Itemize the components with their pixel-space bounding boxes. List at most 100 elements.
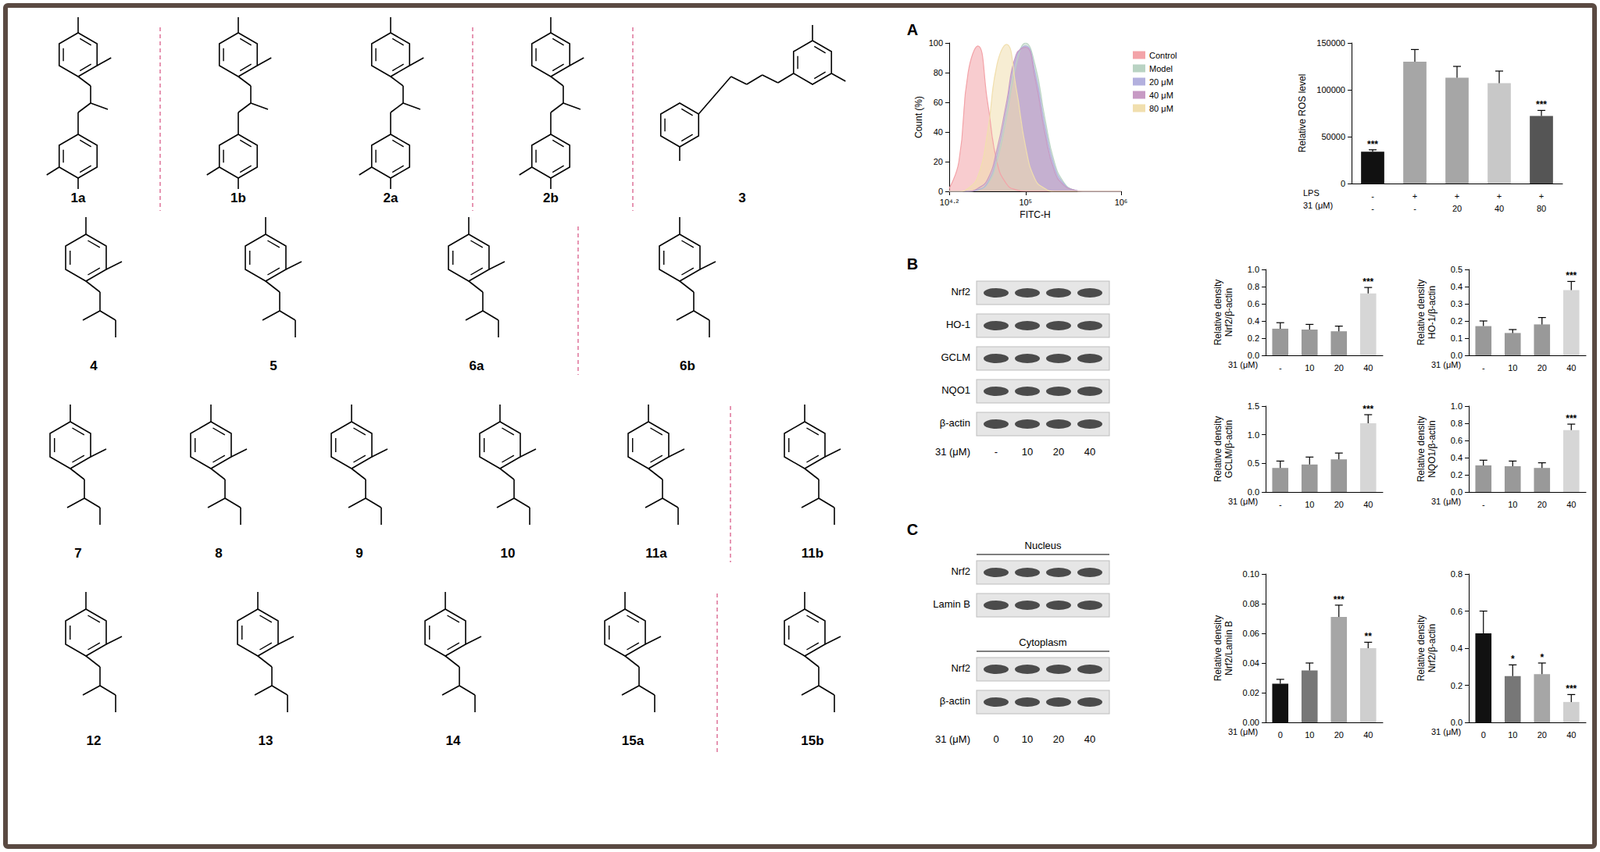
svg-text:31 (μM): 31 (μM) (1228, 360, 1258, 370)
svg-text:Cytoplasm: Cytoplasm (1018, 636, 1067, 649)
svg-text:50000: 50000 (1321, 132, 1346, 142)
svg-text:Nrf2: Nrf2 (950, 662, 971, 675)
svg-text:10: 10 (1304, 730, 1315, 740)
svg-text:0.10: 0.10 (1242, 569, 1260, 579)
svg-text:0.0: 0.0 (1450, 717, 1463, 728)
svg-text:13: 13 (258, 733, 274, 749)
svg-text:0.2: 0.2 (1450, 470, 1463, 480)
svg-text:***: *** (1362, 276, 1374, 288)
svg-text:0: 0 (1278, 730, 1283, 740)
svg-text:40: 40 (1566, 363, 1576, 373)
svg-text:60: 60 (933, 97, 943, 108)
svg-text:0: 0 (938, 186, 943, 197)
svg-text:12: 12 (86, 733, 102, 749)
svg-text:+: + (1539, 191, 1544, 201)
svg-text:***: *** (1362, 403, 1374, 415)
svg-text:31 (μM): 31 (μM) (1431, 360, 1461, 370)
svg-text:40: 40 (933, 127, 943, 137)
svg-text:15b: 15b (800, 733, 824, 749)
svg-text:20: 20 (1537, 730, 1547, 740)
svg-text:0.0: 0.0 (1247, 350, 1260, 361)
svg-text:***: *** (1535, 99, 1547, 111)
svg-text:100000: 100000 (1316, 85, 1346, 95)
svg-text:1b: 1b (230, 190, 247, 206)
svg-text:20: 20 (1334, 500, 1344, 510)
svg-text:40: 40 (1363, 363, 1373, 373)
svg-text:20: 20 (1334, 730, 1344, 740)
svg-text:10: 10 (1507, 730, 1518, 740)
svg-text:0.04: 0.04 (1242, 658, 1260, 668)
svg-text:Nrf2/β-actin: Nrf2/β-actin (1426, 624, 1438, 673)
svg-text:11a: 11a (645, 546, 668, 561)
svg-text:+: + (1496, 191, 1502, 201)
svg-text:0.8: 0.8 (1247, 282, 1260, 292)
svg-text:10: 10 (500, 546, 516, 561)
svg-text:Relative density: Relative density (1212, 279, 1224, 347)
svg-text:0.5: 0.5 (1450, 264, 1463, 275)
svg-text:0.4: 0.4 (1450, 282, 1463, 292)
svg-text:-: - (1371, 203, 1375, 214)
svg-text:5: 5 (269, 358, 277, 374)
svg-text:10: 10 (1021, 446, 1033, 458)
svg-text:40: 40 (1566, 500, 1576, 510)
svg-text:***: *** (1333, 594, 1345, 606)
svg-text:20: 20 (1452, 203, 1462, 214)
svg-text:0.8: 0.8 (1450, 569, 1463, 579)
svg-text:0.00: 0.00 (1242, 717, 1260, 728)
svg-text:1.0: 1.0 (1247, 264, 1260, 275)
svg-text:80: 80 (1536, 203, 1547, 214)
svg-text:0.0: 0.0 (1450, 487, 1463, 497)
svg-text:0.0: 0.0 (1450, 350, 1463, 361)
svg-text:31 (μM): 31 (μM) (1431, 727, 1461, 737)
svg-text:-: - (1278, 363, 1283, 373)
svg-text:0.4: 0.4 (1247, 316, 1260, 326)
svg-text:Nrf2: Nrf2 (950, 285, 971, 298)
svg-text:Nucleus: Nucleus (1025, 539, 1062, 552)
svg-text:31 (μM): 31 (μM) (935, 733, 971, 746)
svg-text:***: *** (1367, 139, 1379, 150)
svg-text:+: + (1454, 191, 1460, 201)
svg-text:0.02: 0.02 (1242, 688, 1260, 698)
svg-text:-: - (994, 446, 998, 458)
svg-text:80 μM: 80 μM (1149, 103, 1174, 114)
svg-text:0.8: 0.8 (1450, 418, 1463, 429)
svg-text:Relative density: Relative density (1212, 416, 1224, 483)
svg-text:0.06: 0.06 (1242, 628, 1260, 639)
svg-text:GCLM: GCLM (940, 351, 971, 364)
svg-text:40: 40 (1566, 730, 1576, 740)
svg-text:0.4: 0.4 (1450, 453, 1463, 463)
svg-text:20: 20 (1537, 363, 1547, 373)
svg-text:0: 0 (992, 733, 999, 746)
svg-text:10⁵: 10⁵ (1018, 197, 1033, 208)
svg-text:*: * (1510, 653, 1515, 665)
svg-text:β-actin: β-actin (939, 417, 971, 429)
svg-text:10: 10 (1021, 733, 1033, 746)
svg-text:*: * (1539, 652, 1544, 664)
svg-text:1.0: 1.0 (1450, 401, 1463, 411)
svg-text:Relative ROS level: Relative ROS level (1296, 74, 1308, 154)
svg-text:40: 40 (1494, 203, 1504, 214)
svg-text:20: 20 (1334, 363, 1344, 373)
svg-text:Control: Control (1149, 50, 1177, 61)
svg-text:9: 9 (355, 546, 363, 561)
svg-text:0.2: 0.2 (1450, 681, 1463, 691)
svg-text:20 μM: 20 μM (1149, 77, 1174, 87)
svg-text:0.4: 0.4 (1450, 643, 1463, 654)
svg-text:2b: 2b (542, 190, 559, 206)
svg-text:Relative density: Relative density (1415, 615, 1427, 683)
svg-text:**: ** (1364, 631, 1373, 643)
svg-text:0.6: 0.6 (1450, 435, 1463, 446)
svg-text:C: C (907, 521, 918, 539)
svg-text:Count (%): Count (%) (913, 96, 925, 139)
svg-text:40: 40 (1363, 500, 1373, 510)
svg-text:HO-1: HO-1 (946, 318, 971, 331)
svg-text:31 (μM): 31 (μM) (1228, 727, 1258, 737)
svg-text:+: + (1412, 191, 1418, 201)
svg-text:-: - (1482, 500, 1486, 510)
svg-text:11b: 11b (801, 546, 824, 561)
svg-text:2a: 2a (383, 190, 399, 206)
svg-text:***: *** (1565, 413, 1577, 425)
svg-text:B: B (907, 255, 918, 273)
svg-text:NQO1/β-actin: NQO1/β-actin (1426, 420, 1438, 479)
svg-text:0.6: 0.6 (1450, 607, 1463, 617)
